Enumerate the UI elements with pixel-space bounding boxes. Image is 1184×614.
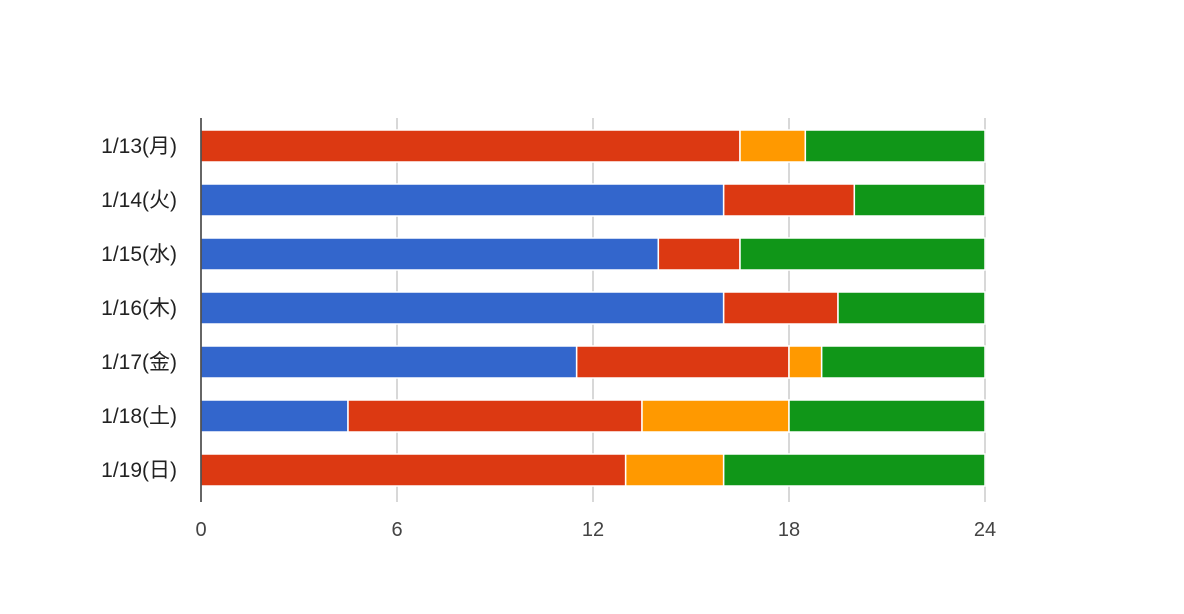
category-label-2: 1/15(水) <box>101 243 177 266</box>
bar-5-series-2 <box>641 399 790 433</box>
x-tick-label-18: 18 <box>778 519 800 541</box>
category-label-5: 1/18(土) <box>101 405 177 428</box>
bar-2-series-0 <box>200 237 660 271</box>
bar-3-series-1 <box>722 291 839 325</box>
bar-1-series-1 <box>722 183 856 217</box>
bar-0-series-3 <box>804 129 986 163</box>
bar-0-series-2 <box>739 129 807 163</box>
bar-1-series-0 <box>200 183 725 217</box>
bar-2-series-1 <box>657 237 741 271</box>
bar-0-series-1 <box>200 129 741 163</box>
bar-4-series-2 <box>788 345 823 379</box>
bar-3-series-3 <box>837 291 986 325</box>
x-tick-label-6: 6 <box>391 519 402 541</box>
bar-6-series-3 <box>722 453 986 487</box>
bar-6-series-2 <box>624 453 725 487</box>
bar-4-series-0 <box>200 345 578 379</box>
bar-3-series-0 <box>200 291 725 325</box>
category-label-6: 1/19(日) <box>101 459 177 482</box>
x-tick-label-24: 24 <box>974 519 996 541</box>
category-label-4: 1/17(金) <box>101 351 177 374</box>
bar-6-series-1 <box>200 453 627 487</box>
category-label-0: 1/13(月) <box>101 135 177 158</box>
x-tick-labels: 0 6 12 18 24 <box>195 519 996 541</box>
bar-2-series-3 <box>739 237 986 271</box>
bar-5-series-3 <box>788 399 986 433</box>
bar-5-series-0 <box>200 399 349 433</box>
bar-5-series-1 <box>347 399 643 433</box>
category-label-1: 1/14(火) <box>101 189 177 212</box>
bar-1-series-3 <box>853 183 986 217</box>
category-labels: 1/13(月) 1/14(火) 1/15(水) 1/16(木) 1/17(金) 1/18(… <box>101 135 177 482</box>
bar-4-series-1 <box>575 345 790 379</box>
x-tick-label-0: 0 <box>195 519 206 541</box>
bars <box>200 129 986 487</box>
category-label-3: 1/16(木) <box>101 297 177 320</box>
bar-4-series-3 <box>820 345 986 379</box>
x-tick-label-12: 12 <box>582 519 604 541</box>
